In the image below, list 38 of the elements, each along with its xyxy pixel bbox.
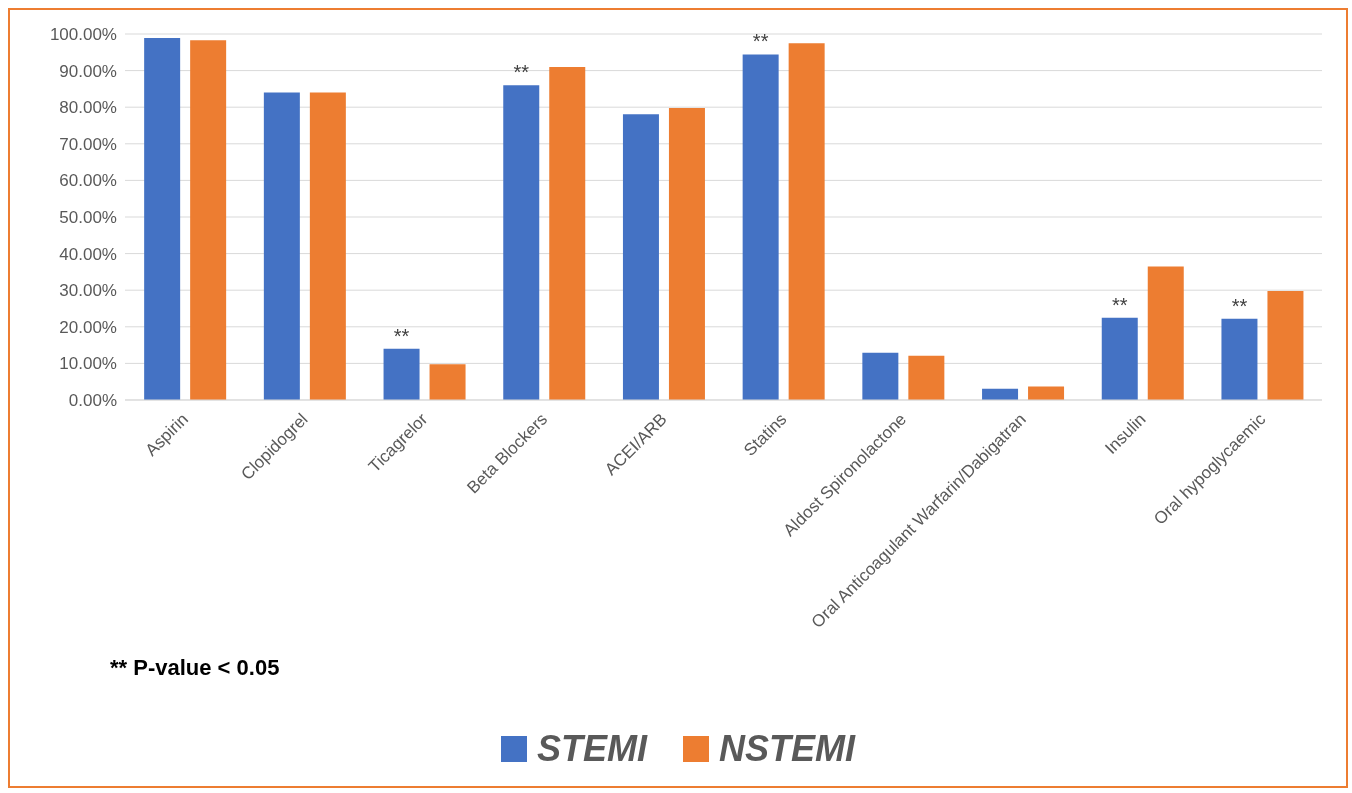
bar (190, 40, 227, 400)
y-tick-label: 30.00% (59, 281, 117, 301)
bar (1101, 317, 1138, 400)
bar (788, 43, 825, 400)
data-label: ** (752, 30, 769, 53)
bar (549, 66, 586, 400)
data-label: ** (393, 324, 410, 347)
bar (1147, 266, 1184, 400)
bar (1267, 290, 1304, 400)
y-tick-label: 100.00% (49, 25, 117, 45)
y-tick-label: 60.00% (59, 171, 117, 191)
bar (383, 348, 420, 400)
bar (622, 114, 659, 400)
bar (742, 54, 779, 400)
y-tick-label: 20.00% (59, 317, 117, 337)
bar (503, 85, 540, 400)
y-tick-label: 80.00% (59, 98, 117, 118)
y-tick-label: 90.00% (59, 61, 117, 81)
y-tick-label: 10.00% (59, 354, 117, 374)
bar (429, 364, 466, 400)
bar (1221, 318, 1258, 400)
bar (908, 355, 945, 400)
bar (862, 352, 899, 400)
y-tick-label: 70.00% (59, 134, 117, 154)
data-label: ** (1111, 293, 1128, 316)
y-tick-label: 50.00% (59, 208, 117, 228)
text: ** P-value < 0.05 (110, 655, 280, 681)
data-label: ** (1231, 294, 1248, 317)
legend-label: NSTEMI (719, 728, 856, 770)
bar (668, 107, 705, 400)
data-label: ** (513, 61, 530, 84)
y-tick-label: 0.00% (68, 391, 117, 411)
bar (309, 92, 346, 400)
y-tick-label: 40.00% (59, 244, 117, 264)
bar (263, 92, 300, 400)
legend-label: STEMI (536, 728, 647, 770)
bar (1028, 386, 1065, 400)
bar (144, 38, 181, 400)
